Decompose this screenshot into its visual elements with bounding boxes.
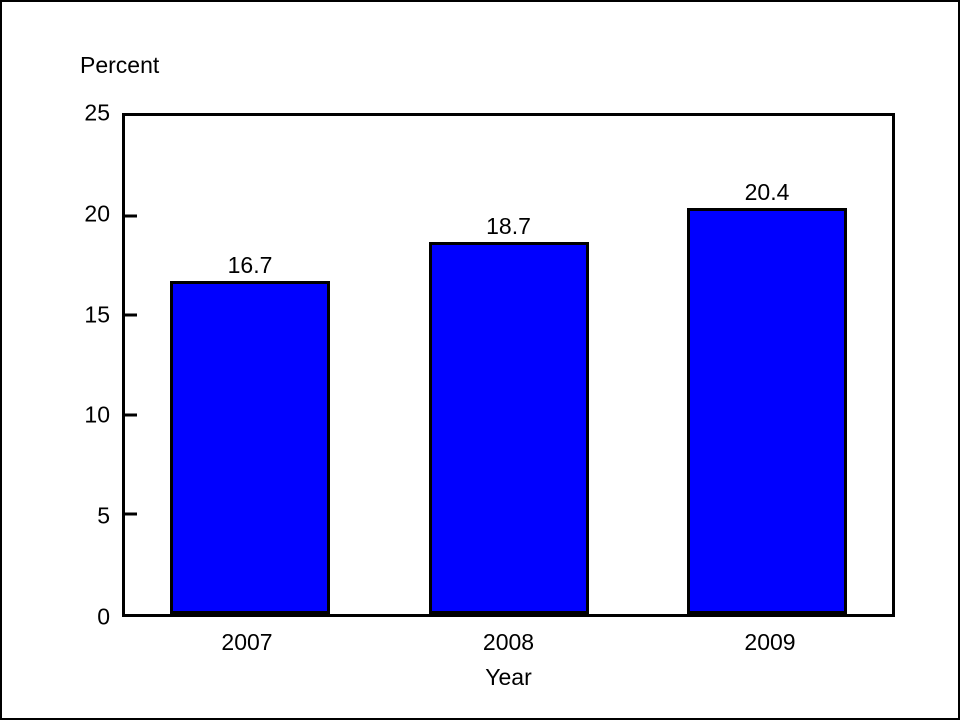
x-tick-label-2009: 2009: [744, 629, 796, 655]
bars-container: 16.7 18.7 20.4: [125, 116, 892, 614]
bar-2007: 16.7: [170, 253, 330, 614]
y-tick-label-10: 10: [84, 401, 110, 428]
plot-area: 16.7 18.7 20.4: [122, 113, 895, 617]
bar-2008: 18.7: [428, 213, 589, 614]
y-tick-label-5: 5: [97, 502, 110, 529]
x-tick-label-2008: 2008: [482, 629, 535, 655]
y-tick-label-15: 15: [84, 301, 110, 328]
y-tick-mark-10: [125, 413, 137, 417]
y-tick-label-0: 0: [97, 603, 110, 630]
x-axis-tick-labels: 2007 2008 2009: [122, 629, 895, 656]
x-axis-title: Year: [485, 664, 532, 690]
y-tick-mark-20: [125, 214, 137, 218]
bar-value-label-2008: 18.7: [486, 212, 531, 239]
y-axis-tick-labels: 0 5 10 15 20 25: [2, 101, 110, 628]
bar-value-label-2009: 20.4: [744, 178, 790, 205]
y-axis-title: Percent: [80, 52, 160, 78]
y-tick-label-20: 20: [84, 200, 110, 227]
y-tick-mark-15: [125, 313, 137, 317]
y-tick-label-25: 25: [84, 99, 110, 126]
bar-2009: 20.4: [687, 179, 847, 614]
bar-value-label-2007: 16.7: [227, 252, 273, 279]
y-tick-mark-5: [125, 512, 137, 516]
x-tick-label-2007: 2007: [221, 629, 273, 655]
